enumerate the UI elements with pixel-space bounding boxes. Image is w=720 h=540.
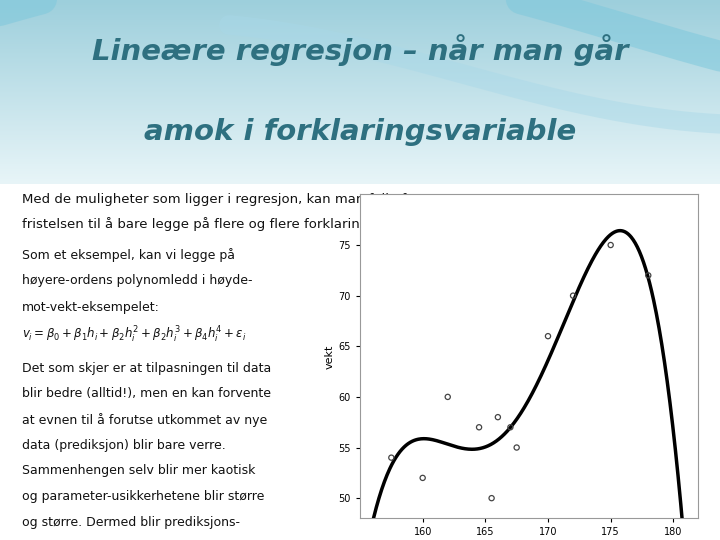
Point [386,453,397,462]
Point [642,271,654,280]
Point [511,443,523,452]
Text: Det som skjer er at tilpasningen til data: Det som skjer er at tilpasningen til dat… [22,362,271,375]
Point [505,423,516,431]
Text: Med de muligheter som ligger i regresjon, kan man falle for: Med de muligheter som ligger i regresjon… [22,192,420,206]
Y-axis label: vekt: vekt [324,344,334,369]
Text: og parameter-usikkerhetene blir større: og parameter-usikkerhetene blir større [22,490,264,503]
Point [442,393,454,401]
Text: amok i forklaringsvariable: amok i forklaringsvariable [144,118,576,146]
Text: Som et eksempel, kan vi legge på: Som et eksempel, kan vi legge på [22,248,235,262]
Point [473,423,485,431]
Point [567,291,579,300]
Text: og større. Dermed blir prediksjons-: og større. Dermed blir prediksjons- [22,516,240,529]
Point [542,332,554,340]
Text: mot-vekt-eksempelet:: mot-vekt-eksempelet: [22,301,159,314]
Text: data (prediksjon) blir bare verre.: data (prediksjon) blir bare verre. [22,439,225,452]
Point [486,494,498,502]
Point [492,413,503,421]
Point [605,241,616,249]
Text: Lineære regresjon – når man går: Lineære regresjon – når man går [91,33,629,65]
Text: Sammenhengen selv blir mer kaotisk: Sammenhengen selv blir mer kaotisk [22,464,255,477]
Text: høyere-ordens polynomledd i høyde-: høyere-ordens polynomledd i høyde- [22,274,252,287]
Text: blir bedre (alltid!), men en kan forvente: blir bedre (alltid!), men en kan forvent… [22,388,271,401]
Text: $v_i = \beta_0 + \beta_1 h_i + \beta_2 h_i^2 + \beta_2 h_i^3 + \beta_4 h_i^4 + \: $v_i = \beta_0 + \beta_1 h_i + \beta_2 h… [22,325,246,345]
Text: at evnen til å forutse utkommet av nye: at evnen til å forutse utkommet av nye [22,413,267,427]
Text: fristelsen til å bare legge på flere og flere forklaringsvariable.: fristelsen til å bare legge på flere og … [22,218,433,232]
Point [417,474,428,482]
